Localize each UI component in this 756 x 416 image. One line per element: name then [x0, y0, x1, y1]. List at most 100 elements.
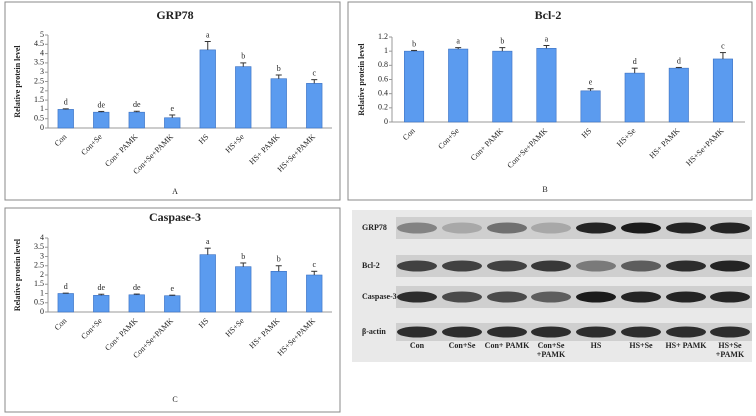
- bar: [668, 67, 689, 123]
- blot-lane-label: Con: [410, 341, 425, 350]
- x-tick-label: HS+ PAMK: [647, 126, 681, 160]
- significance-label: de: [133, 100, 141, 109]
- blot-lane-label: +PAMK: [537, 350, 566, 359]
- blot-band: [710, 260, 750, 272]
- significance-label: b: [241, 52, 245, 61]
- x-tick-label: Con: [401, 126, 417, 142]
- y-axis-label: Relative protein level: [13, 238, 22, 311]
- y-tick-label: 0.5: [34, 298, 44, 307]
- bar: [57, 293, 74, 313]
- chart-title: GRP78: [156, 8, 193, 22]
- blot-band: [531, 291, 571, 303]
- significance-label: d: [677, 56, 681, 65]
- y-tick-label: 3.5: [34, 58, 44, 67]
- y-tick-label: 0.2: [378, 103, 388, 112]
- blot-row-label: GRP78: [362, 223, 387, 232]
- panel-frame: [4, 207, 341, 413]
- blot-row-label: Caspase-3: [362, 292, 397, 301]
- significance-label: c: [721, 41, 725, 50]
- blot-strip: [396, 255, 752, 277]
- significance-label: e: [589, 78, 593, 87]
- blot-band: [487, 260, 527, 272]
- blot-row-label: Bcl-2: [362, 261, 380, 270]
- bar: [270, 78, 287, 129]
- bar: [536, 48, 557, 123]
- y-tick-label: 0.6: [378, 74, 388, 83]
- blot-band: [442, 260, 482, 272]
- x-tick-label: Con: [53, 132, 69, 148]
- y-tick-label: 0.8: [378, 60, 388, 69]
- panel-frame: [347, 1, 753, 201]
- blot-band: [397, 326, 437, 338]
- blot-lane-label: Con+ PAMK: [485, 341, 530, 350]
- significance-label: a: [456, 36, 460, 45]
- blot-lane-label: HS+ PAMK: [665, 341, 707, 350]
- y-tick-label: 2.5: [34, 76, 44, 85]
- blot-band: [442, 222, 482, 234]
- y-tick-label: 2: [40, 86, 44, 95]
- bar: [306, 83, 323, 129]
- y-tick-label: 0.5: [34, 114, 44, 123]
- blot-band: [531, 222, 571, 234]
- y-tick-label: 1.2: [378, 32, 388, 41]
- significance-label: d: [64, 282, 68, 291]
- blot-band: [442, 291, 482, 303]
- significance-label: a: [206, 237, 210, 246]
- x-tick-label: Con+Se+PAMK: [505, 126, 549, 170]
- blot-band: [710, 291, 750, 303]
- blot-band: [487, 222, 527, 234]
- bar: [199, 254, 216, 313]
- chart-title: Bcl-2: [535, 8, 562, 22]
- blot-strip: [396, 286, 752, 308]
- significance-label: d: [64, 98, 68, 107]
- y-tick-label: 3: [40, 251, 44, 260]
- bar: [580, 90, 601, 123]
- y-tick-label: 5: [40, 30, 44, 39]
- bar: [128, 294, 145, 313]
- blot-lane-label: Con+Se: [449, 341, 476, 350]
- y-tick-label: 0: [40, 307, 44, 316]
- bar: [306, 274, 323, 313]
- blot-strip: [396, 217, 752, 239]
- blot-lane-label: Con+Se: [538, 341, 565, 350]
- blot-band: [710, 326, 750, 338]
- panel-frame: [4, 1, 341, 201]
- y-tick-label: 4: [40, 233, 44, 242]
- blot-band: [710, 222, 750, 234]
- x-tick-label: HS+Se: [615, 126, 638, 149]
- significance-label: de: [97, 283, 105, 292]
- y-tick-label: 3.5: [34, 242, 44, 251]
- chart-title: Caspase-3: [149, 210, 201, 224]
- significance-label: a: [206, 30, 210, 39]
- blot-band: [666, 222, 706, 234]
- y-tick-label: 1: [40, 104, 44, 113]
- x-tick-label: HS+Se: [224, 132, 247, 155]
- blot-band: [666, 291, 706, 303]
- blot-lane-label: +PAMK: [716, 350, 745, 359]
- significance-label: c: [312, 68, 316, 77]
- blot-band: [531, 326, 571, 338]
- y-tick-label: 4.5: [34, 39, 44, 48]
- bar: [235, 266, 252, 313]
- blot-band: [576, 260, 616, 272]
- blot-band: [397, 291, 437, 303]
- x-tick-label: Con+Se: [436, 126, 461, 151]
- significance-label: c: [312, 260, 316, 269]
- x-tick-label: Con+Se: [79, 316, 104, 341]
- x-tick-label: Con+ PAMK: [469, 126, 505, 162]
- significance-label: e: [170, 104, 174, 113]
- blot-band: [397, 260, 437, 272]
- y-tick-label: 2.5: [34, 261, 44, 270]
- y-tick-label: 2: [40, 270, 44, 279]
- blot-band: [442, 326, 482, 338]
- bar: [93, 111, 110, 129]
- blot-lane-label: HS+Se: [629, 341, 653, 350]
- y-tick-label: 1.5: [34, 95, 44, 104]
- y-tick-label: 0.4: [378, 88, 388, 97]
- x-tick-label: HS: [580, 126, 594, 140]
- panel-label: C: [172, 395, 177, 404]
- bar: [492, 50, 513, 123]
- y-axis-label: Relative protein level: [357, 43, 366, 116]
- blot-band: [576, 291, 616, 303]
